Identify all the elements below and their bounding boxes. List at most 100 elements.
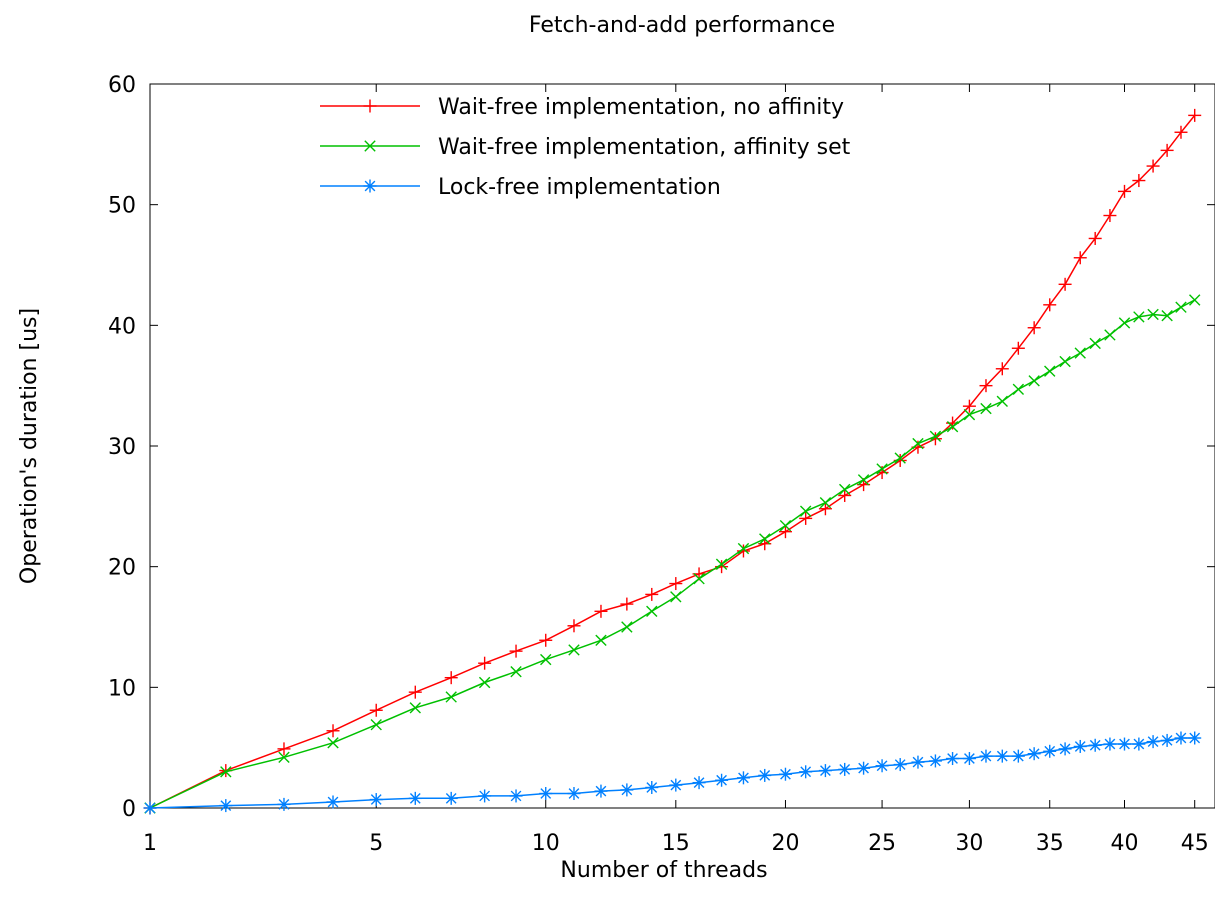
data-point	[220, 766, 232, 778]
data-point	[928, 754, 942, 768]
data-point	[1189, 294, 1201, 306]
x-tick-label: 10	[532, 831, 560, 856]
data-point	[445, 691, 457, 703]
data-point	[1088, 231, 1102, 245]
data-point	[1175, 301, 1187, 313]
data-point	[1188, 731, 1202, 745]
data-point	[1027, 747, 1041, 761]
data-point	[539, 787, 553, 801]
series-2	[144, 294, 1201, 814]
x-tick-label: 40	[1110, 831, 1138, 856]
data-point	[409, 702, 421, 714]
data-point	[595, 634, 607, 646]
y-tick-label: 20	[108, 556, 136, 581]
data-point	[819, 497, 832, 509]
data-point	[759, 533, 771, 545]
data-point	[1160, 733, 1174, 747]
data-point	[369, 703, 383, 717]
data-point	[1174, 125, 1188, 139]
data-point	[1188, 108, 1202, 122]
data-point	[645, 780, 659, 794]
x-tick-label: 5	[369, 831, 383, 856]
y-tick-label: 0	[122, 797, 136, 822]
data-point	[758, 768, 772, 782]
data-point	[568, 644, 580, 656]
data-point	[912, 437, 924, 450]
data-point	[799, 505, 812, 517]
data-point	[979, 379, 993, 393]
data-point	[995, 362, 1009, 376]
y-tick-label: 60	[108, 73, 136, 98]
y-tick-label: 50	[108, 194, 136, 219]
data-point	[620, 783, 634, 797]
data-point	[1089, 337, 1101, 350]
data-point	[1118, 317, 1131, 329]
x-tick-label: 1	[143, 831, 157, 856]
data-point	[1132, 737, 1146, 751]
data-point	[645, 587, 659, 601]
data-point	[980, 402, 992, 415]
data-point	[370, 719, 382, 731]
data-point	[326, 795, 340, 809]
data-point	[478, 789, 492, 803]
data-point	[979, 749, 993, 763]
data-point	[478, 676, 491, 689]
legend-entry: Lock-free implementation	[320, 175, 721, 200]
data-point	[594, 604, 608, 618]
data-point	[1028, 375, 1040, 387]
data-point	[799, 765, 813, 779]
data-point	[1027, 321, 1041, 335]
data-point	[669, 577, 683, 591]
data-point	[670, 591, 682, 603]
series-line	[149, 114, 1196, 809]
data-point	[621, 621, 633, 633]
data-point	[778, 767, 792, 781]
data-point	[1058, 742, 1072, 756]
data-point	[996, 395, 1008, 408]
data-point	[1132, 174, 1146, 188]
series-1	[143, 108, 1202, 815]
data-point	[143, 801, 157, 815]
data-point	[1088, 738, 1102, 752]
data-point	[1043, 744, 1057, 758]
data-point	[1104, 329, 1116, 341]
data-point	[857, 474, 870, 486]
data-point	[509, 789, 523, 803]
data-point	[962, 752, 976, 766]
series-line	[149, 737, 1195, 809]
data-point	[911, 755, 925, 769]
data-point	[1146, 735, 1160, 749]
data-point	[509, 644, 523, 658]
data-point	[894, 452, 906, 464]
legend-entry: Wait-free implementation, no affinity	[320, 95, 844, 120]
data-point	[620, 597, 634, 611]
x-tick-label: 25	[868, 831, 896, 856]
data-point	[929, 430, 942, 443]
data-point	[363, 99, 377, 113]
legend: Wait-free implementation, no affinity Wai…	[320, 95, 851, 200]
data-point	[567, 619, 581, 633]
data-point	[715, 773, 729, 787]
data-point	[444, 791, 458, 805]
data-point	[1117, 184, 1131, 198]
data-point	[876, 463, 888, 475]
data-point	[1044, 365, 1056, 377]
data-point	[818, 502, 832, 516]
data-point	[444, 671, 458, 685]
data-point	[1011, 341, 1025, 355]
data-point	[818, 764, 832, 778]
x-tick-label: 15	[662, 831, 690, 856]
data-point	[540, 653, 552, 666]
data-point	[692, 776, 706, 790]
data-point	[778, 525, 792, 539]
data-point	[363, 179, 377, 193]
data-point	[1073, 251, 1087, 265]
data-point	[737, 542, 750, 555]
legend-label: Lock-free implementation	[438, 175, 721, 200]
y-axis: 0 10 20 30 40 50 60	[108, 73, 1215, 822]
x-tick-label: 35	[1036, 831, 1064, 856]
data-point	[478, 656, 492, 670]
data-point	[1161, 309, 1173, 322]
y-axis-title: Operation's duration [us]	[17, 308, 42, 584]
